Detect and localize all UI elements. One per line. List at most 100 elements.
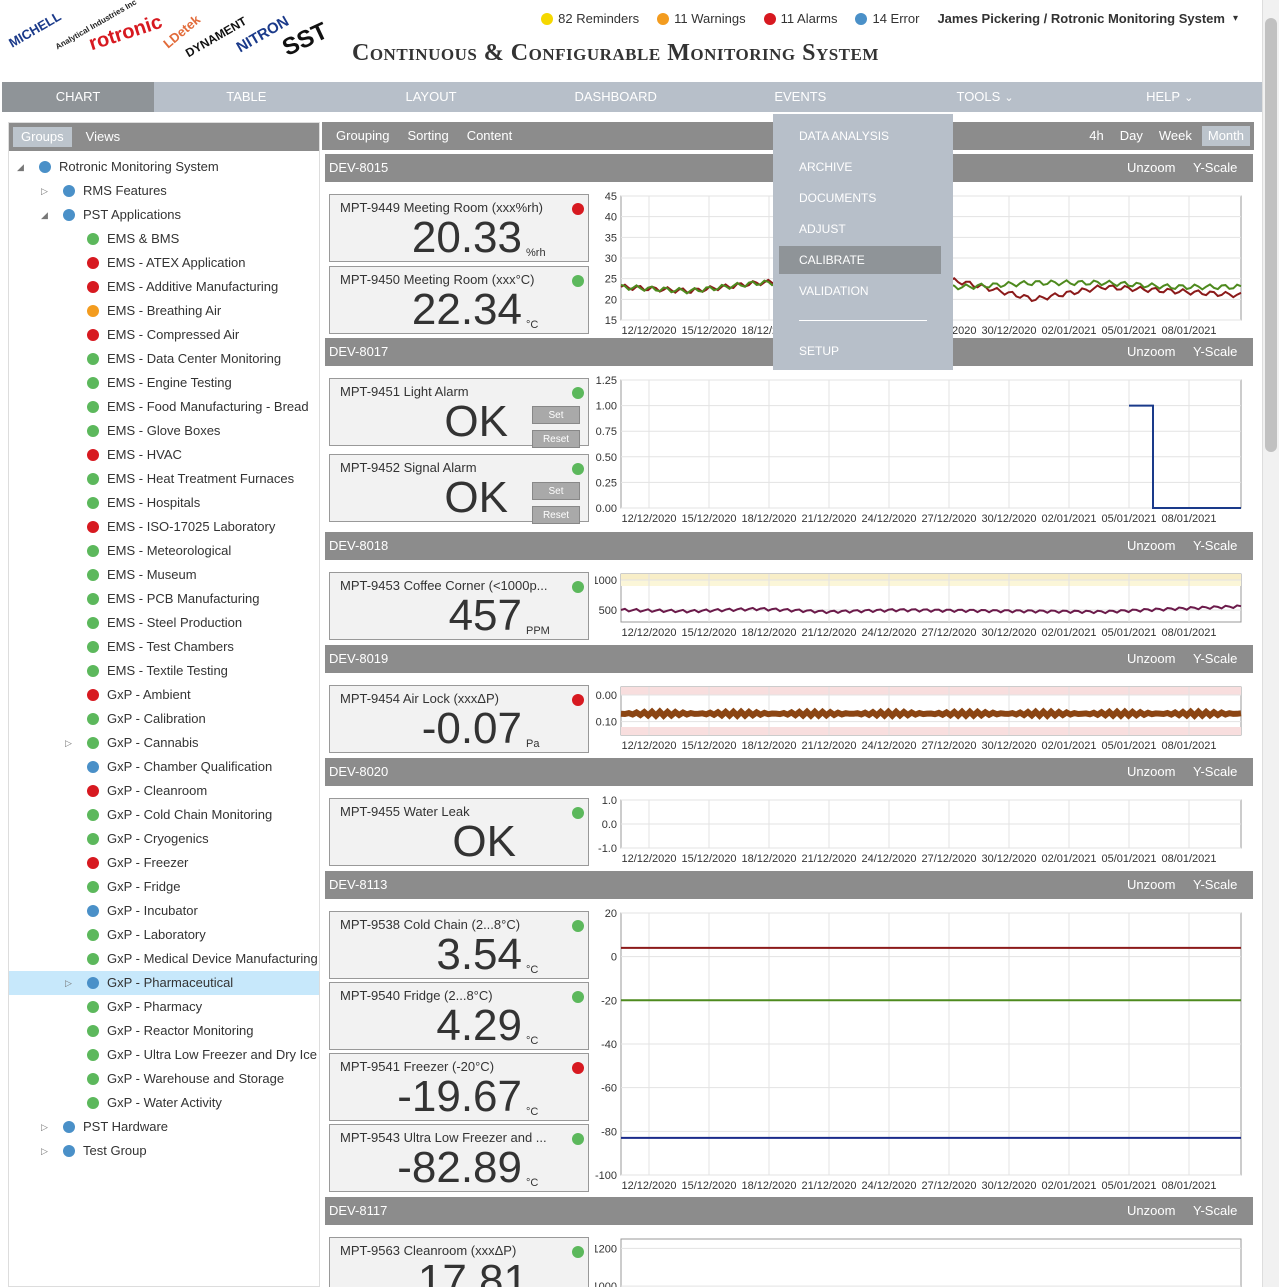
unzoom-button[interactable]: Unzoom xyxy=(1127,344,1176,359)
reset-button[interactable]: Reset xyxy=(532,430,580,448)
tools-menu-archive[interactable]: ARCHIVE xyxy=(799,160,853,174)
status-indicator[interactable]: 11 Warnings xyxy=(657,11,746,26)
status-indicator[interactable]: 82 Reminders xyxy=(541,11,639,26)
toolbar-content-button[interactable]: Content xyxy=(466,128,513,143)
tree-item[interactable]: EMS - Compressed Air xyxy=(9,323,319,347)
tree-collapse-icon[interactable]: ◢ xyxy=(41,210,48,220)
tree-item[interactable]: EMS - Engine Testing xyxy=(9,371,319,395)
y-scale-button[interactable]: Y-Scale xyxy=(1193,160,1238,175)
range-4h-button[interactable]: 4h xyxy=(1089,128,1104,143)
tree-item[interactable]: ◢ Rotronic Monitoring System xyxy=(9,155,319,179)
tools-menu-data-analysis[interactable]: DATA ANALYSIS xyxy=(799,129,890,143)
sensor-chart[interactable]: -0.10 0.00 12/12/2020 15/12/2020 18/12/2020 2… xyxy=(592,681,1249,753)
tree-item[interactable]: GxP - Fridge xyxy=(9,875,319,899)
tree-item[interactable]: EMS - Museum xyxy=(9,563,319,587)
tree-item[interactable]: EMS - Hospitals xyxy=(9,491,319,515)
nav-tab-tools[interactable]: TOOLS ⌄ xyxy=(893,82,1078,112)
chart-svg[interactable]: -0.10 0.00 12/12/2020 15/12/2020 18/12/2020 2… xyxy=(592,681,1249,753)
tree-item[interactable]: ▷ Test Group xyxy=(9,1139,319,1163)
range-day-button[interactable]: Day xyxy=(1119,128,1143,143)
sensor-card[interactable]: MPT-9449 Meeting Room (xxx%rh) 20.33 %rh xyxy=(329,194,589,262)
nav-tab-table[interactable]: TABLE xyxy=(154,82,339,112)
tree-item[interactable]: GxP - Reactor Monitoring xyxy=(9,1019,319,1043)
unzoom-button[interactable]: Unzoom xyxy=(1127,1203,1176,1218)
sensor-card[interactable]: MPT-9541 Freezer (-20°C) -19.67 °C xyxy=(329,1053,589,1121)
tree-item[interactable]: GxP - Pharmacy xyxy=(9,995,319,1019)
nav-tab-chart[interactable]: CHART xyxy=(2,82,154,112)
tree-item[interactable]: EMS - ISO-17025 Laboratory xyxy=(9,515,319,539)
tree-item[interactable]: GxP - Ultra Low Freezer and Dry Ice xyxy=(9,1043,319,1067)
nav-tab-dashboard[interactable]: DASHBOARD xyxy=(523,82,708,112)
tree-item[interactable]: EMS - Meteorological xyxy=(9,539,319,563)
groups-tab-groups[interactable]: Groups xyxy=(13,127,72,147)
sensor-card[interactable]: MPT-9540 Fridge (2...8°C) 4.29 °C xyxy=(329,982,589,1050)
unzoom-button[interactable]: Unzoom xyxy=(1127,538,1176,553)
tree-item[interactable]: GxP - Chamber Qualification xyxy=(9,755,319,779)
range-month-button[interactable]: Month xyxy=(1201,126,1250,146)
tree-item[interactable]: GxP - Cold Chain Monitoring xyxy=(9,803,319,827)
sensor-card[interactable]: MPT-9455 Water Leak OK xyxy=(329,798,589,866)
y-scale-button[interactable]: Y-Scale xyxy=(1193,344,1238,359)
reset-button[interactable]: Reset xyxy=(532,506,580,524)
sensor-card[interactable]: MPT-9563 Cleanroom (xxxΔP) 17.81 xyxy=(329,1237,589,1287)
tree-item[interactable]: GxP - Warehouse and Storage xyxy=(9,1067,319,1091)
tree-collapse-icon[interactable]: ◢ xyxy=(17,162,24,172)
tree-expand-icon[interactable]: ▷ xyxy=(65,978,72,988)
tree-item[interactable]: EMS - Food Manufacturing - Bread xyxy=(9,395,319,419)
sensor-card[interactable]: MPT-9543 Ultra Low Freezer and ... -82.89… xyxy=(329,1124,589,1192)
tree-item[interactable]: ▷ GxP - Cannabis xyxy=(9,731,319,755)
chart-svg[interactable]: 0.00 0.25 0.50 0.75 1.00 1.25 12/12/2020 15/12/… xyxy=(595,374,1249,526)
chart-svg[interactable]: -1.0 0.0 1.0 12/12/2020 15/12/2020 18/12/2020… xyxy=(595,794,1249,866)
tree-expand-icon[interactable]: ▷ xyxy=(41,1122,48,1132)
page-scrollbar[interactable] xyxy=(1262,0,1279,1287)
tree-item[interactable]: EMS & BMS xyxy=(9,227,319,251)
toolbar-grouping-button[interactable]: Grouping xyxy=(336,128,390,143)
unzoom-button[interactable]: Unzoom xyxy=(1127,160,1176,175)
tree-item[interactable]: EMS - Heat Treatment Furnaces xyxy=(9,467,319,491)
scroll-thumb[interactable] xyxy=(1265,18,1277,452)
y-scale-button[interactable]: Y-Scale xyxy=(1193,651,1238,666)
tree-item[interactable]: EMS - HVAC xyxy=(9,443,319,467)
unzoom-button[interactable]: Unzoom xyxy=(1127,877,1176,892)
y-scale-button[interactable]: Y-Scale xyxy=(1193,877,1238,892)
tree-item[interactable]: ◢ PST Applications xyxy=(9,203,319,227)
tools-menu-adjust[interactable]: ADJUST xyxy=(799,222,846,236)
groups-tab-views[interactable]: Views xyxy=(85,129,121,144)
status-indicator[interactable]: 11 Alarms xyxy=(763,11,837,26)
tools-menu-calibrate[interactable]: CALIBRATE xyxy=(779,246,941,274)
tree-item[interactable]: GxP - Cryogenics xyxy=(9,827,319,851)
y-scale-button[interactable]: Y-Scale xyxy=(1193,538,1238,553)
sensor-chart[interactable]: 1000 1200 xyxy=(593,1233,1249,1287)
sensor-card[interactable]: MPT-9538 Cold Chain (2...8°C) 3.54 °C xyxy=(329,911,589,979)
chart-svg[interactable]: -100 -80 -60 -40 -20 0 20 12/12/2020 15/12/2020 1… xyxy=(595,907,1249,1193)
sensor-chart[interactable]: 0.00 0.25 0.50 0.75 1.00 1.25 12/12/2020 15/12/… xyxy=(595,374,1249,526)
tree-item[interactable]: EMS - Breathing Air xyxy=(9,299,319,323)
tree-item[interactable]: EMS - Additive Manufacturing xyxy=(9,275,319,299)
nav-tab-help[interactable]: HELP ⌄ xyxy=(1077,82,1262,112)
sensor-card[interactable]: MPT-9450 Meeting Room (xxx°C) 22.34 °C xyxy=(329,266,589,334)
tree-item[interactable]: GxP - Water Activity xyxy=(9,1091,319,1115)
tree-item[interactable]: ▷ PST Hardware xyxy=(9,1115,319,1139)
tree-item[interactable]: GxP - Cleanroom xyxy=(9,779,319,803)
unzoom-button[interactable]: Unzoom xyxy=(1127,764,1176,779)
sensor-card[interactable]: MPT-9453 Coffee Corner (<1000p... 457 PPM xyxy=(329,572,589,640)
sensor-card[interactable]: MPT-9452 Signal Alarm OK Set Reset xyxy=(329,454,589,524)
tools-menu-setup[interactable]: SETUP xyxy=(799,344,840,358)
tree-item[interactable]: EMS - Test Chambers xyxy=(9,635,319,659)
tools-menu-validation[interactable]: VALIDATION xyxy=(799,284,869,298)
tree-item[interactable]: EMS - Textile Testing xyxy=(9,659,319,683)
tree-item[interactable]: GxP - Ambient xyxy=(9,683,319,707)
y-scale-button[interactable]: Y-Scale xyxy=(1193,764,1238,779)
tree-item[interactable]: EMS - Glove Boxes xyxy=(9,419,319,443)
tree-item[interactable]: EMS - Data Center Monitoring xyxy=(9,347,319,371)
nav-tab-layout[interactable]: LAYOUT xyxy=(339,82,524,112)
set-button[interactable]: Set xyxy=(532,406,580,424)
tree-item[interactable]: GxP - Laboratory xyxy=(9,923,319,947)
range-week-button[interactable]: Week xyxy=(1158,128,1192,143)
chart-svg[interactable]: 1000 1200 xyxy=(593,1233,1249,1287)
sensor-chart[interactable]: -1.0 0.0 1.0 12/12/2020 15/12/2020 18/12/2020… xyxy=(595,794,1249,866)
tree-item[interactable]: ▷ GxP - Pharmaceutical xyxy=(9,971,319,995)
status-indicator[interactable]: 14 Error xyxy=(855,11,919,26)
tree-item[interactable]: EMS - PCB Manufacturing xyxy=(9,587,319,611)
tree-item[interactable]: EMS - ATEX Application xyxy=(9,251,319,275)
